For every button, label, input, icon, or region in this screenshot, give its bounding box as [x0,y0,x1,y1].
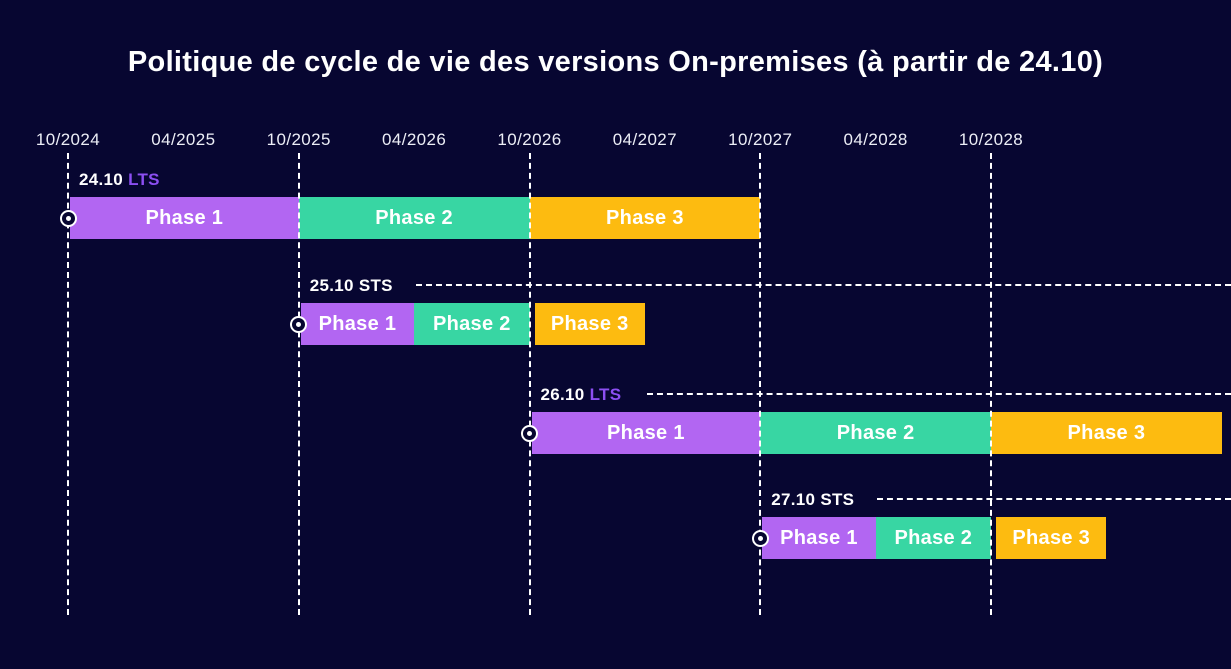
vertical-gridline [759,153,762,615]
axis-tick-label: 10/2025 [266,130,331,149]
axis-tick-label: 04/2027 [612,130,678,149]
release-start-marker [521,424,539,442]
phase-bar: Phase 2 [414,303,530,345]
phase-bar: Phase 3 [996,517,1107,559]
vertical-gridline [528,153,531,615]
release-type-badge: STS [820,490,855,509]
phase-bar: Phase 3 [534,303,645,345]
phase-bar: Phase 1 [762,517,876,559]
vertical-gridline [67,153,69,615]
axis-tick-label: 10/2026 [497,130,562,149]
release-start-marker [751,529,769,547]
lifecycle-dashed-line [877,498,1231,500]
axis-tick-label: 10/2024 [35,130,101,149]
axis-tick-label: 10/2027 [728,130,793,149]
release-version-text: 24.10 [79,170,129,189]
phase-bar: Phase 3 [529,197,761,239]
axis-tick-label: 10/2028 [958,130,1024,149]
release-type-badge: LTS [128,170,160,189]
release-label: 26.10 LTS [541,385,622,405]
release-type-badge: LTS [589,385,622,404]
release-version-text: 25.10 [309,276,359,295]
phase-bar: Phase 2 [875,517,992,559]
phase-bar: Phase 1 [531,412,761,454]
release-label: 27.10 STS [771,490,854,510]
lifecycle-dashed-line [415,284,1231,286]
release-start-marker [290,315,308,333]
release-label: 25.10 STS [310,276,393,296]
release-label: 24.10 LTS [79,170,160,190]
release-version-text: 26.10 [540,385,590,404]
vertical-gridline [990,153,993,615]
release-start-marker [59,209,77,227]
release-version-text: 27.10 [771,490,821,509]
phase-bar: Phase 2 [298,197,530,239]
phase-bar: Phase 1 [300,303,415,345]
axis-tick-label: 04/2026 [381,130,447,149]
vertical-gridline [297,153,300,615]
chart-title: Politique de cycle de vie des versions O… [127,46,1104,78]
axis-tick-label: 04/2028 [843,130,908,149]
phase-bar: Phase 1 [70,197,299,239]
phase-bar: Phase 2 [760,412,992,454]
lifecycle-dashed-line [646,393,1231,395]
axis-tick-label: 04/2025 [151,130,216,149]
release-type-badge: STS [358,276,393,295]
phase-bar: Phase 3 [991,412,1222,454]
